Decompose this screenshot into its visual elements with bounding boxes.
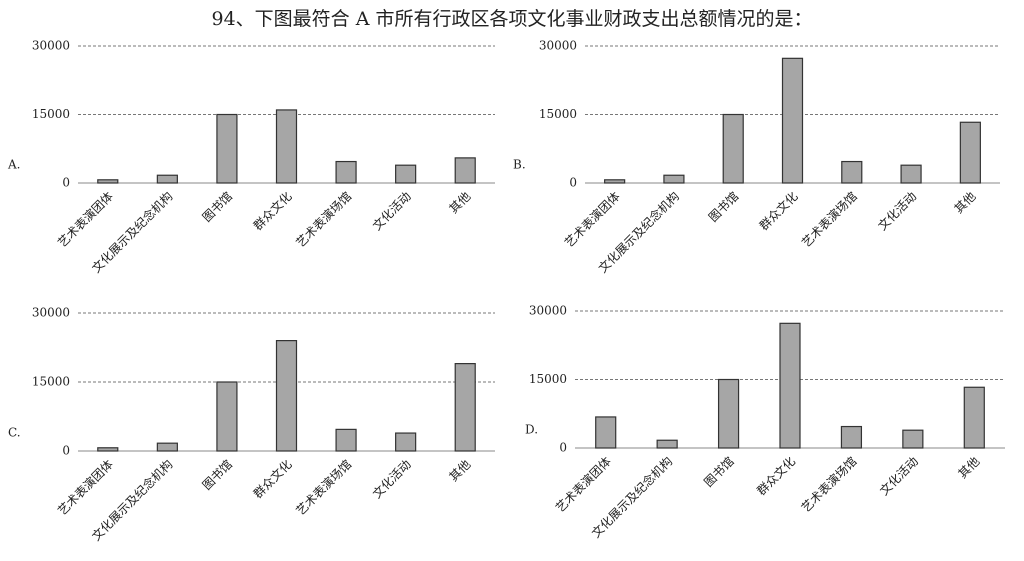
bar (216, 113, 238, 184)
bar (900, 164, 922, 184)
x-tick-label: 其他 (446, 189, 473, 216)
y-tick-label: 0 (62, 176, 70, 190)
bar (156, 442, 178, 452)
x-tick-label: 艺术表演团体 (561, 189, 623, 251)
bar (604, 179, 626, 184)
x-tick-label: 其他 (956, 454, 983, 481)
y-tick-label: 0 (559, 441, 567, 455)
y-tick-label: 15000 (32, 375, 70, 389)
panel-label: A. (7, 158, 20, 172)
y-tick-label: 15000 (32, 107, 70, 121)
x-tick-label: 艺术表演团体 (54, 189, 116, 251)
bar (959, 121, 981, 184)
x-tick-label: 群众文化 (754, 454, 799, 499)
y-tick-label: 0 (569, 176, 577, 190)
x-tick-label: 艺术表演场馆 (798, 454, 860, 516)
bar (275, 109, 298, 184)
bar (963, 386, 985, 449)
x-tick-label: 群众文化 (756, 189, 801, 234)
bar (656, 439, 678, 449)
bar (902, 429, 924, 449)
question-title: 94、下图最符合 A 市所有行政区各项文化事业财政支出总额情况的是： (212, 8, 813, 30)
bar (841, 160, 863, 184)
bar (395, 164, 417, 184)
bar (275, 340, 298, 452)
bar (97, 447, 119, 452)
bar (335, 428, 357, 452)
x-tick-label: 其他 (446, 457, 473, 484)
y-tick-label: 15000 (529, 372, 567, 386)
y-tick-label: 30000 (32, 306, 70, 320)
x-tick-label: 图书馆 (199, 457, 235, 493)
x-tick-label: 文化活动 (875, 189, 920, 234)
x-tick-label: 艺术表演场馆 (293, 189, 355, 251)
y-tick-label: 30000 (529, 304, 567, 318)
x-tick-label: 图书馆 (199, 189, 235, 225)
x-tick-label: 文化活动 (369, 189, 414, 234)
bar (97, 179, 119, 184)
bar (335, 160, 357, 184)
bar (454, 157, 476, 184)
bar (840, 425, 863, 449)
panel-label: C. (8, 426, 21, 440)
bar (156, 174, 178, 184)
bar (779, 322, 801, 449)
bar (717, 378, 740, 449)
x-tick-label: 其他 (952, 189, 979, 216)
y-tick-label: 30000 (32, 39, 70, 53)
y-tick-label: 30000 (539, 39, 577, 53)
x-tick-label: 艺术表演场馆 (798, 189, 860, 251)
panel-label: D. (525, 423, 538, 437)
x-tick-label: 文化活动 (876, 454, 921, 499)
y-tick-label: 0 (62, 444, 70, 458)
panel-label: B. (513, 158, 526, 172)
x-tick-label: 图书馆 (705, 189, 741, 225)
bar (216, 381, 238, 452)
bar (781, 57, 804, 184)
bar (395, 432, 417, 452)
y-tick-label: 15000 (539, 107, 577, 121)
x-tick-label: 艺术表演场馆 (293, 457, 355, 519)
x-tick-label: 群众文化 (250, 457, 295, 502)
bar (722, 113, 744, 184)
bar (663, 174, 685, 184)
x-tick-label: 群众文化 (250, 189, 295, 234)
x-tick-label: 文化活动 (369, 457, 414, 502)
x-tick-label: 图书馆 (701, 454, 737, 490)
x-tick-label: 艺术表演团体 (552, 454, 614, 516)
bar (454, 363, 476, 452)
x-tick-label: 艺术表演团体 (54, 457, 116, 519)
bar (595, 416, 617, 449)
